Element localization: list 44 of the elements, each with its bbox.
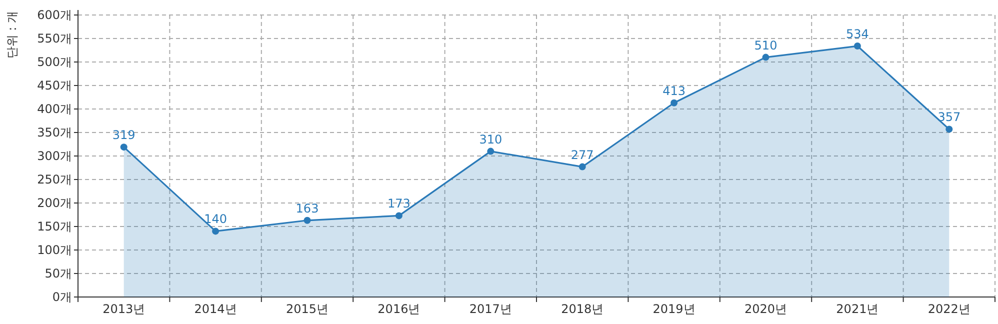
x-tick-label: 2016년 (378, 302, 420, 316)
data-label: 310 (479, 132, 502, 146)
data-label: 510 (754, 38, 778, 52)
x-tick-label: 2020년 (744, 302, 788, 316)
x-tick-label: 2022년 (928, 302, 970, 316)
y-tick-label: 200개 (37, 196, 72, 210)
y-tick-label: 150개 (37, 220, 72, 234)
x-tick-label: 2021년 (836, 302, 879, 316)
x-tick-label: 2019년 (652, 302, 696, 316)
data-label: 413 (662, 84, 686, 98)
data-label: 163 (296, 201, 319, 216)
x-tick-label: 2017년 (469, 302, 512, 316)
data-label: 173 (387, 196, 410, 211)
y-tick-label: 400개 (37, 102, 72, 116)
data-label: 140 (204, 212, 228, 226)
point (212, 228, 220, 235)
y-tick-label: 450개 (37, 78, 72, 92)
data-label: 534 (846, 27, 869, 42)
y-tick-label: 350개 (37, 126, 72, 140)
x-tick-label: 2018년 (561, 302, 604, 316)
point (670, 99, 678, 106)
point (487, 148, 494, 155)
x-tick-label: 2013년 (102, 302, 146, 316)
x-tick-label: 2014년 (194, 302, 237, 316)
y-tick-label: 50개 (44, 266, 72, 280)
y-tick-label: 250개 (37, 172, 72, 186)
data-label: 357 (938, 110, 961, 124)
point (854, 42, 861, 50)
point (946, 126, 953, 133)
point (762, 54, 770, 61)
point (120, 144, 128, 151)
y-tick-label: 500개 (37, 55, 72, 69)
data-label: 319 (112, 128, 136, 142)
y-tick-label: 600개 (37, 8, 72, 22)
point (395, 212, 402, 220)
data-label: 277 (570, 148, 594, 162)
y-tick-label: 550개 (37, 32, 72, 46)
y-axis-title: 단위 : 개 (5, 11, 19, 59)
x-tick-label: 2015년 (286, 302, 329, 316)
y-tick-label: 0개 (52, 290, 72, 304)
y-tick-label: 300개 (37, 149, 72, 163)
point (578, 163, 586, 170)
y-tick-label: 100개 (37, 243, 72, 257)
point (304, 216, 311, 224)
